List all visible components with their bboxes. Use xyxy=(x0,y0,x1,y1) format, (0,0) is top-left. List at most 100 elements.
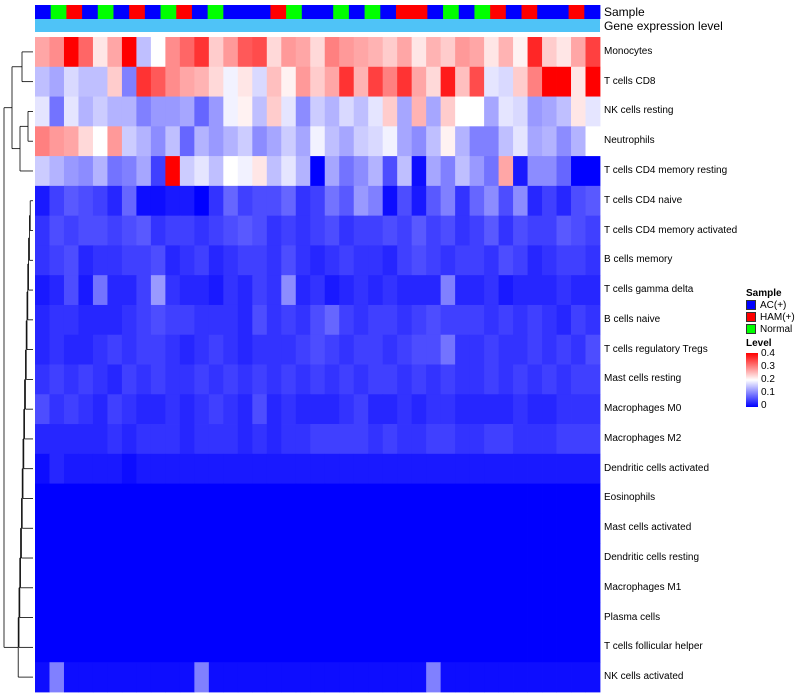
heatmap-cell xyxy=(194,424,210,455)
heatmap-cell xyxy=(150,334,166,365)
heatmap-cell xyxy=(208,185,224,217)
heatmap-cell xyxy=(179,662,195,693)
heatmap-cell xyxy=(411,632,427,663)
heatmap-cell xyxy=(411,37,427,68)
heatmap-cell xyxy=(411,513,427,544)
heatmap-cell xyxy=(324,275,340,306)
heatmap-cell xyxy=(165,304,181,336)
heatmap-cell xyxy=(237,156,253,187)
heatmap-cell xyxy=(527,572,543,604)
heatmap-cell xyxy=(353,126,369,157)
heatmap-cell xyxy=(484,126,499,157)
heatmap-cell xyxy=(585,632,601,663)
heatmap-cell xyxy=(469,215,485,246)
heatmap-cell xyxy=(281,453,297,484)
heatmap-cell xyxy=(484,513,499,544)
heatmap-cell xyxy=(266,215,282,246)
heatmap-cell xyxy=(208,424,224,455)
heatmap-cell xyxy=(585,394,601,425)
heatmap-cell xyxy=(63,37,79,68)
heatmap-cell xyxy=(92,662,108,693)
row-label: T cells CD4 memory activated xyxy=(604,224,738,236)
heatmap-cell xyxy=(484,394,499,425)
heatmap-cell xyxy=(194,632,210,663)
heatmap-cell xyxy=(237,304,253,336)
heatmap-cell xyxy=(469,632,485,663)
heatmap-cell xyxy=(513,275,528,306)
heatmap-cell xyxy=(179,66,195,97)
heatmap-cell xyxy=(165,126,181,157)
heatmap-cell xyxy=(237,513,253,544)
heatmap-cell xyxy=(368,513,384,544)
heatmap-cell xyxy=(469,602,485,633)
heatmap-cell xyxy=(571,334,586,365)
row-label: Monocytes xyxy=(604,45,653,57)
heatmap-cell xyxy=(49,572,65,604)
heatmap-cell xyxy=(571,602,586,633)
sample-annotation-cell xyxy=(364,5,381,19)
heatmap-cell xyxy=(179,424,195,455)
heatmap-cell xyxy=(455,275,471,306)
heatmap-cell xyxy=(252,662,268,693)
sample-annotation-cell xyxy=(129,5,146,19)
heatmap-cell xyxy=(324,185,340,217)
heatmap-cell xyxy=(63,66,79,97)
heatmap-cell xyxy=(35,96,50,127)
heatmap-cell xyxy=(310,424,326,455)
heatmap-cell xyxy=(310,126,326,157)
heatmap-cell xyxy=(121,215,137,246)
heatmap-cell xyxy=(92,602,108,633)
heatmap-cell xyxy=(353,662,369,693)
heatmap-cell xyxy=(571,96,586,127)
heatmap-cell xyxy=(92,483,108,514)
heatmap-cell xyxy=(426,513,442,544)
heatmap-cell xyxy=(107,156,123,187)
heatmap-cell xyxy=(136,275,152,306)
heatmap-cell xyxy=(411,364,427,395)
heatmap-cell xyxy=(179,304,195,336)
heatmap-cell xyxy=(295,483,311,514)
heatmap-cell xyxy=(136,662,152,693)
heatmap-cell xyxy=(92,215,108,246)
heatmap-cell xyxy=(92,245,108,276)
heatmap-cell xyxy=(63,245,79,276)
heatmap-cell xyxy=(353,156,369,187)
heatmap-cell xyxy=(440,37,456,68)
heatmap-cell xyxy=(92,185,108,217)
heatmap-cell xyxy=(179,37,195,68)
heatmap-cell xyxy=(324,364,340,395)
sample-annotation-cell xyxy=(443,5,460,19)
heatmap-cell xyxy=(382,513,398,544)
heatmap-cell xyxy=(527,334,543,365)
heatmap-cell xyxy=(136,394,152,425)
heatmap-cell xyxy=(484,304,499,336)
heatmap-cell xyxy=(339,602,355,633)
heatmap-cell xyxy=(35,185,50,217)
heatmap-cell xyxy=(469,66,485,97)
heatmap-cell xyxy=(426,602,442,633)
heatmap-cell xyxy=(121,364,137,395)
heatmap-cell xyxy=(107,304,123,336)
sample-annotation-cell xyxy=(191,5,209,19)
heatmap-cell xyxy=(455,662,471,693)
heatmap-cell xyxy=(527,215,543,246)
row-label: Macrophages M0 xyxy=(604,403,682,415)
sample-annotation-cell xyxy=(348,5,365,19)
heatmap-cell xyxy=(179,483,195,514)
heatmap-cell xyxy=(339,156,355,187)
heatmap-cell xyxy=(426,394,442,425)
level-tick-0-4: 0.4 xyxy=(761,348,775,359)
heatmap-cell xyxy=(411,185,427,217)
heatmap-cell xyxy=(63,334,79,365)
heatmap-cell xyxy=(498,424,514,455)
heatmap-cell xyxy=(353,602,369,633)
heatmap-cell xyxy=(527,513,543,544)
sample-annotation-cell xyxy=(50,5,67,19)
heatmap-cell xyxy=(353,215,369,246)
heatmap-cell xyxy=(353,543,369,574)
heatmap-cell xyxy=(63,156,79,187)
heatmap-cell xyxy=(571,572,586,604)
heatmap-cell xyxy=(266,543,282,574)
heatmap-cell xyxy=(49,37,65,68)
heatmap-cell xyxy=(368,543,384,574)
